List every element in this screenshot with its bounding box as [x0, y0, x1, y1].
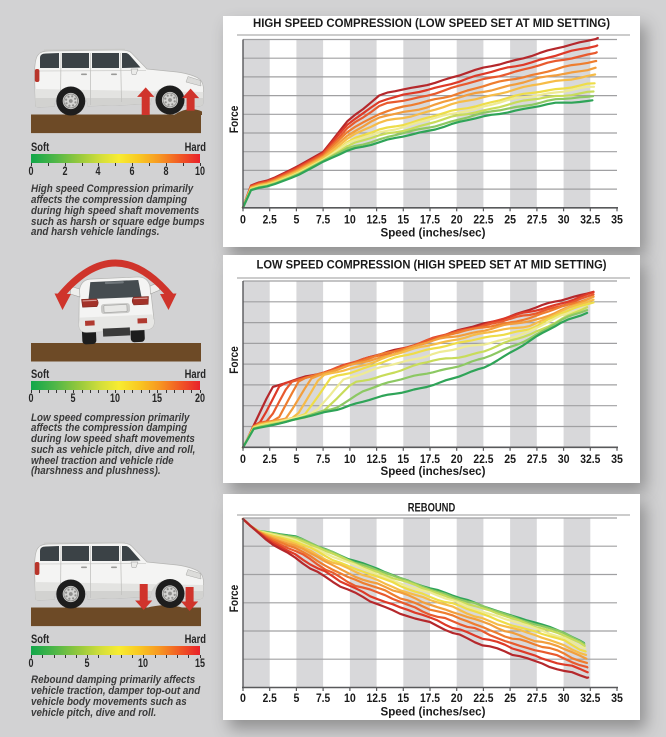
svg-text:Speed (inches/sec): Speed (inches/sec)	[381, 226, 486, 240]
svg-text:17.5: 17.5	[420, 212, 440, 226]
svg-text:20: 20	[451, 212, 463, 226]
svg-text:0: 0	[240, 691, 246, 705]
svg-text:22.5: 22.5	[473, 691, 493, 705]
svg-text:5: 5	[293, 691, 299, 705]
svg-text:25: 25	[504, 452, 516, 466]
svg-text:25: 25	[504, 212, 516, 226]
svg-text:Speed (inches/sec): Speed (inches/sec)	[381, 705, 486, 719]
svg-text:2.5: 2.5	[263, 212, 277, 226]
svg-text:0: 0	[240, 212, 246, 226]
svg-text:30: 30	[558, 212, 570, 226]
svg-text:17.5: 17.5	[420, 691, 440, 705]
svg-text:15: 15	[397, 212, 409, 226]
svg-text:12.5: 12.5	[367, 691, 387, 705]
svg-text:10: 10	[344, 212, 356, 226]
svg-text:LOW SPEED COMPRESSION (HIGH SP: LOW SPEED COMPRESSION (HIGH SPEED SET AT…	[257, 258, 607, 272]
svg-text:Force: Force	[227, 346, 241, 374]
svg-text:32.5: 32.5	[580, 691, 600, 705]
svg-text:35: 35	[611, 691, 623, 705]
svg-text:7.5: 7.5	[316, 691, 330, 705]
svg-text:27.5: 27.5	[527, 691, 547, 705]
svg-text:2.5: 2.5	[263, 691, 277, 705]
svg-text:10: 10	[344, 452, 356, 466]
svg-text:27.5: 27.5	[527, 212, 547, 226]
svg-text:30: 30	[558, 691, 570, 705]
svg-text:25: 25	[504, 691, 516, 705]
svg-text:REBOUND: REBOUND	[408, 500, 456, 514]
svg-text:10: 10	[344, 691, 356, 705]
svg-text:Force: Force	[227, 584, 241, 612]
svg-text:22.5: 22.5	[473, 452, 493, 466]
svg-text:Force: Force	[227, 105, 241, 133]
svg-text:HIGH SPEED COMPRESSION (LOW SP: HIGH SPEED COMPRESSION (LOW SPEED SET AT…	[253, 16, 610, 30]
svg-text:7.5: 7.5	[316, 212, 330, 226]
svg-text:12.5: 12.5	[367, 452, 387, 466]
svg-text:20: 20	[451, 452, 463, 466]
svg-text:35: 35	[611, 212, 623, 226]
svg-text:32.5: 32.5	[580, 212, 600, 226]
svg-text:22.5: 22.5	[473, 212, 493, 226]
svg-text:27.5: 27.5	[527, 452, 547, 466]
svg-text:17.5: 17.5	[420, 452, 440, 466]
svg-text:5: 5	[293, 452, 299, 466]
svg-text:35: 35	[611, 452, 623, 466]
svg-text:15: 15	[397, 452, 409, 466]
svg-text:32.5: 32.5	[580, 452, 600, 466]
svg-text:0: 0	[240, 452, 246, 466]
svg-text:2.5: 2.5	[263, 452, 277, 466]
svg-text:30: 30	[558, 452, 570, 466]
svg-text:20: 20	[451, 691, 463, 705]
svg-text:7.5: 7.5	[316, 452, 330, 466]
svg-text:12.5: 12.5	[367, 212, 387, 226]
svg-text:15: 15	[397, 691, 409, 705]
svg-text:Speed (inches/sec): Speed (inches/sec)	[381, 464, 486, 478]
svg-text:5: 5	[293, 212, 299, 226]
